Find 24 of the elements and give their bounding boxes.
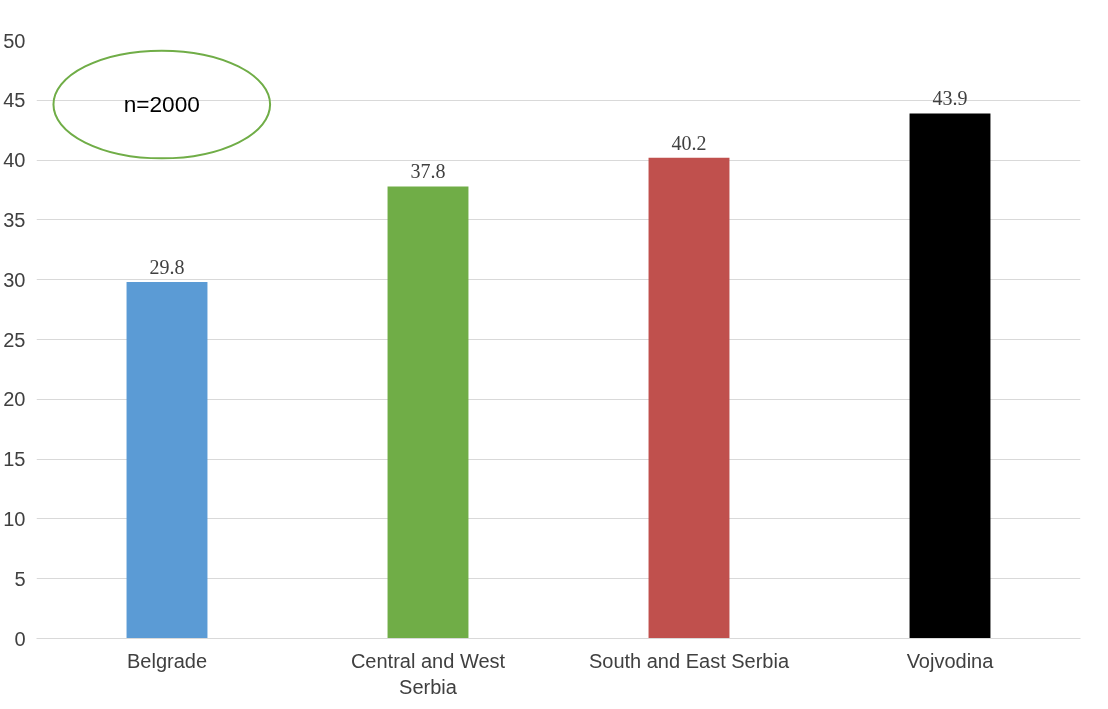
y-tick-label: 45 xyxy=(3,89,26,112)
x-tick-label: Vojvodina xyxy=(906,649,995,672)
y-tick-label: 10 xyxy=(3,507,26,530)
data-label: 29.8 xyxy=(149,256,185,279)
x-tick-label: Belgrade xyxy=(126,649,208,672)
y-tick-label: 20 xyxy=(3,388,26,411)
bar xyxy=(648,157,730,639)
y-tick-label: 5 xyxy=(14,567,26,590)
bar xyxy=(909,113,991,639)
y-tick-label: 35 xyxy=(3,208,26,231)
data-label: 43.9 xyxy=(932,87,968,110)
y-tick-label: 50 xyxy=(3,29,26,52)
x-tick-label: South and East Serbia xyxy=(588,649,790,672)
bar xyxy=(387,186,469,639)
bar xyxy=(126,282,208,639)
annotation: n=2000 xyxy=(123,91,200,118)
y-tick-label: 40 xyxy=(3,149,26,172)
x-tick-label: Central and West Serbia xyxy=(350,649,506,698)
y-tick-label: 15 xyxy=(3,448,26,471)
y-tick-label: 0 xyxy=(14,627,26,650)
data-label: 37.8 xyxy=(410,160,446,183)
data-label: 40.2 xyxy=(671,131,707,154)
y-tick-label: 25 xyxy=(3,328,26,351)
y-tick-label: 30 xyxy=(3,268,26,291)
